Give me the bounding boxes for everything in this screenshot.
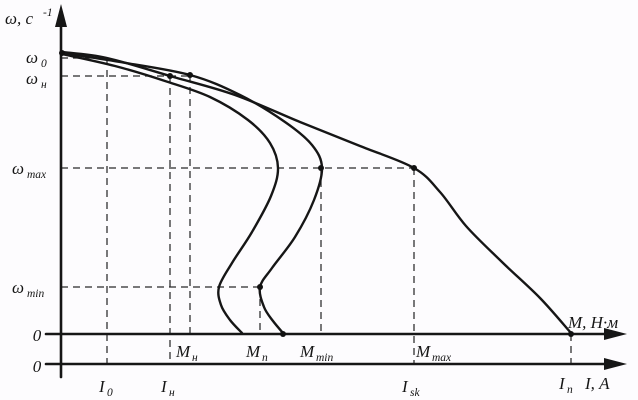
tick-torque-min-sub: min: [316, 352, 334, 364]
y-axis-title: ω, с: [5, 9, 34, 28]
point-marker: [59, 50, 65, 56]
point-markers: [59, 50, 574, 337]
tick-current-nominal-sub: н: [169, 387, 175, 399]
tick-current-nominal: I: [160, 377, 168, 396]
torque-axis-label: M, Н·м: [567, 313, 618, 332]
mechanical-curve-inner: [60, 52, 280, 335]
tick-torque-min: M: [299, 342, 315, 361]
tick-torque-starting: M: [245, 342, 261, 361]
point-marker: [187, 72, 193, 78]
labels: ω, с -1 ω 0 ω н ω max ω min 0 0 M н M п …: [5, 7, 618, 399]
tick-current-starting-sub: п: [567, 384, 573, 396]
guide-lines: [61, 57, 572, 364]
tick-current-starting: I: [558, 374, 566, 393]
point-marker: [411, 165, 417, 171]
current-axis-arrow-icon: [604, 358, 627, 370]
point-marker: [257, 284, 263, 290]
y-axis-arrow-icon: [55, 4, 67, 27]
tick-omega0: ω: [26, 48, 38, 67]
curves: [60, 50, 573, 335]
tick-omega-min: ω: [12, 278, 24, 297]
origin-zero-current: 0: [33, 357, 42, 376]
tick-current-critical-slip: I: [401, 377, 409, 396]
tick-torque-max: M: [415, 342, 431, 361]
current-axis-label: I, А: [584, 374, 610, 393]
tick-omega0-sub: 0: [41, 58, 47, 70]
y-axis-title-superscript: -1: [43, 7, 53, 19]
tick-torque-starting-sub: п: [262, 352, 268, 364]
tick-current-critical-slip-sub: sk: [410, 387, 420, 399]
tick-current-noload-sub: 0: [107, 387, 113, 399]
tick-torque-max-sub: max: [432, 352, 452, 364]
current-curve: [60, 50, 573, 335]
tick-omega-max-sub: max: [27, 169, 47, 181]
tick-current-noload: I: [98, 377, 106, 396]
tick-omega-max: ω: [12, 159, 24, 178]
point-marker: [167, 73, 173, 79]
mechanical-curve-outer: [60, 51, 324, 335]
tick-omega-n: ω: [26, 69, 38, 88]
tick-omega-min-sub: min: [27, 288, 45, 300]
tick-torque-nominal-sub: н: [192, 352, 198, 364]
point-marker: [318, 165, 324, 171]
tick-torque-nominal: M: [175, 342, 191, 361]
torque-axis-arrow-icon: [604, 328, 627, 340]
axes: [44, 4, 627, 379]
point-marker: [280, 331, 286, 337]
point-marker: [568, 331, 574, 337]
origin-zero-torque: 0: [33, 326, 42, 345]
tick-omega-n-sub: н: [41, 79, 47, 91]
